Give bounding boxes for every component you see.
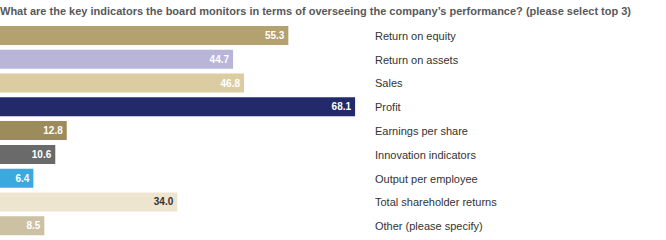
svg-text:Return on assets: Return on assets bbox=[375, 54, 459, 66]
svg-text:68.1: 68.1 bbox=[332, 101, 352, 112]
svg-text:12.8: 12.8 bbox=[43, 125, 63, 136]
svg-text:Innovation indicators: Innovation indicators bbox=[375, 149, 476, 161]
svg-text:Return on equity: Return on equity bbox=[375, 30, 456, 42]
svg-text:6.4: 6.4 bbox=[15, 173, 29, 184]
svg-text:8.5: 8.5 bbox=[26, 220, 40, 231]
svg-text:Output per employee: Output per employee bbox=[375, 173, 478, 185]
svg-text:34.0: 34.0 bbox=[154, 196, 174, 207]
svg-text:Earnings per share: Earnings per share bbox=[375, 125, 468, 137]
svg-text:46.8: 46.8 bbox=[221, 78, 241, 89]
svg-text:Total shareholder returns: Total shareholder returns bbox=[375, 196, 497, 208]
svg-text:10.6: 10.6 bbox=[32, 149, 52, 160]
html-text:What are the key indicators th: What are the key indicators the board mo… bbox=[0, 5, 631, 17]
svg-text:Other (please specify): Other (please specify) bbox=[375, 220, 483, 232]
svg-text:55.3: 55.3 bbox=[265, 30, 285, 41]
svg-text:Profit: Profit bbox=[375, 101, 401, 113]
svg-text:44.7: 44.7 bbox=[210, 54, 230, 65]
svg-text:Sales: Sales bbox=[375, 77, 403, 89]
